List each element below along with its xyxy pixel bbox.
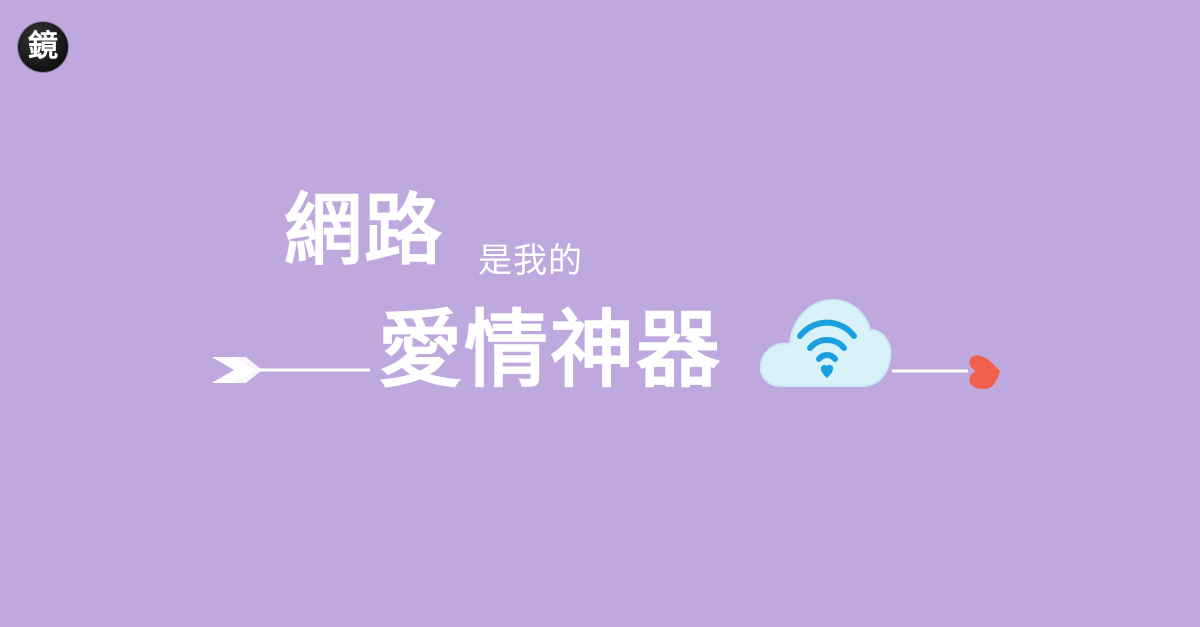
headline-line2-big: 愛情神器: [378, 301, 723, 399]
logo-glyph: 鏡: [28, 29, 58, 64]
heart-arrowhead-icon: [969, 355, 1000, 389]
wifi-cloud-icon: [759, 298, 892, 387]
mirror-media-logo-icon[interactable]: 鏡: [18, 22, 68, 72]
arrow-fletching-icon: [212, 357, 262, 383]
headline-line1-big: 網路: [284, 186, 445, 276]
headline-line1-small: 是我的: [478, 241, 583, 281]
